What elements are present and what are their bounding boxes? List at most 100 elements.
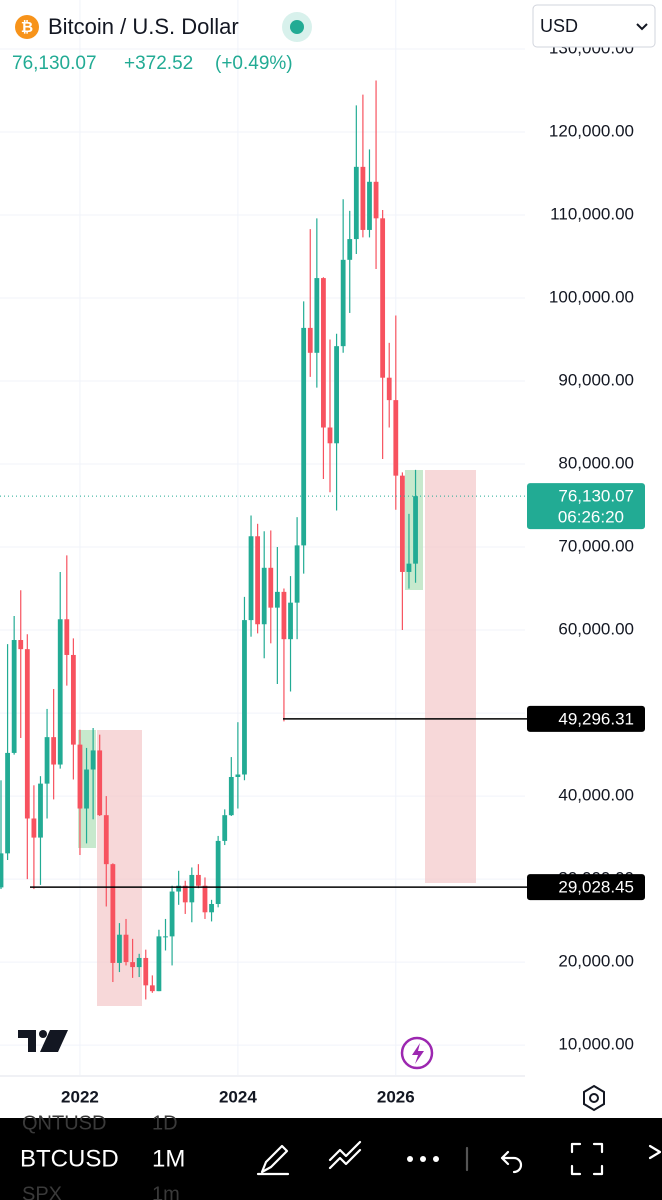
candle-body (130, 962, 135, 968)
header-price: 76,130.07 (12, 53, 97, 74)
candle-body (18, 640, 24, 650)
last-price-label: 76,130.07 (558, 487, 634, 506)
candle-body (255, 536, 261, 625)
candle-body (24, 649, 30, 819)
candle-body (373, 181, 379, 219)
coin-icon (15, 15, 39, 39)
candle-body (143, 957, 149, 986)
candle-body (242, 620, 247, 775)
lightning-icon (412, 1043, 424, 1064)
more-button[interactable] (648, 1144, 662, 1160)
y-tick-label: 10,000.00 (558, 1035, 634, 1054)
undo-button[interactable] (500, 1150, 523, 1174)
candle-body (163, 936, 168, 938)
settings-button[interactable] (583, 1084, 605, 1112)
candle-body (334, 346, 339, 444)
candle-body (367, 181, 372, 230)
candle-body (117, 934, 122, 963)
candle-body (340, 259, 346, 347)
grid (0, 0, 525, 1075)
coin-icon-glyph: ₿ (21, 19, 33, 36)
last-price-tag (527, 483, 645, 530)
x-tick-label: 2024 (219, 1087, 257, 1106)
candle-body (228, 776, 234, 816)
currency-select[interactable] (532, 4, 656, 48)
candle-body (44, 737, 50, 784)
candle-body (123, 934, 129, 963)
candle-body (215, 840, 221, 904)
prev-interval: 1D (152, 1112, 178, 1134)
drawing-box (425, 470, 476, 883)
candle-body (57, 619, 63, 765)
y-tick-label: 40,000.00 (558, 786, 634, 805)
y-tick-label: 100,000.00 (549, 287, 634, 306)
countdown-label: 06:26:20 (558, 508, 624, 527)
candle-body (393, 400, 399, 476)
candle-body (169, 891, 175, 937)
candle-body (301, 327, 307, 546)
overlay: 10,000.0020,000.0030,000.0040,000.0050,0… (0, 38, 645, 1106)
header-change: +372.52 (124, 53, 193, 74)
candle-body (235, 774, 241, 777)
candle-body (189, 874, 195, 903)
interval-button[interactable]: 1M (152, 1145, 185, 1172)
y-tick-label: 90,000.00 (558, 371, 634, 390)
candle-body (11, 640, 17, 753)
candle-body (307, 327, 313, 353)
tv-logo (18, 1030, 68, 1052)
currency-label[interactable]: USD (540, 16, 578, 36)
settings-icon (589, 1093, 599, 1103)
header-change-pct: (+0.49%) (215, 53, 293, 74)
fullscreen-button[interactable] (570, 1142, 604, 1176)
symbol-title: Bitcoin / U.S. Dollar (48, 14, 239, 39)
x-tick-label: 2022 (61, 1087, 99, 1106)
candle-body (0, 853, 4, 888)
plot (0, 80, 418, 1000)
y-tick-label: 20,000.00 (558, 952, 634, 971)
candle-body (248, 536, 254, 621)
candle-body (196, 874, 201, 886)
candle-body (294, 545, 300, 603)
candle-body (77, 744, 83, 809)
price-tag-label: 29,028.45 (558, 878, 634, 897)
candle-body (321, 278, 326, 428)
tv-logo-dot (39, 1030, 47, 1038)
candle-body (314, 278, 320, 353)
more-dot[interactable] (433, 1156, 439, 1162)
candle-body (222, 815, 228, 841)
candle-body (274, 591, 280, 608)
candle-body (347, 239, 353, 260)
y-tick-label: 120,000.00 (549, 121, 634, 140)
x-tick-label: 2026 (377, 1087, 415, 1106)
candle-body (103, 815, 109, 865)
draw-tool-button[interactable] (256, 1144, 290, 1176)
candle-body (202, 885, 208, 913)
candle-body (380, 218, 386, 378)
candle-body (288, 602, 293, 640)
dropdown-arrow (636, 23, 648, 31)
candle-body (327, 427, 333, 444)
candle-body (51, 737, 57, 765)
candle-body (360, 166, 366, 230)
indicators-button[interactable] (328, 1140, 362, 1170)
candle-body (31, 818, 37, 838)
candle-body (110, 864, 116, 963)
candle-body (5, 752, 10, 854)
next-symbol: SPX (22, 1183, 62, 1200)
prev-symbol: QNTUSD (22, 1112, 106, 1134)
y-tick-label: 80,000.00 (558, 454, 634, 473)
y-tick-label: 110,000.00 (550, 204, 634, 223)
next-interval: 1m (152, 1183, 180, 1200)
more-dot[interactable] (420, 1156, 426, 1162)
candle-body (281, 591, 287, 640)
lightning-button[interactable] (400, 1036, 434, 1070)
candle-body (261, 567, 267, 625)
candle-body (136, 957, 142, 968)
symbol-button[interactable]: BTCUSD (20, 1145, 119, 1172)
price-tag (527, 874, 645, 901)
more-dot[interactable] (407, 1156, 413, 1162)
candle-body (176, 885, 182, 892)
candle-body (90, 750, 96, 770)
